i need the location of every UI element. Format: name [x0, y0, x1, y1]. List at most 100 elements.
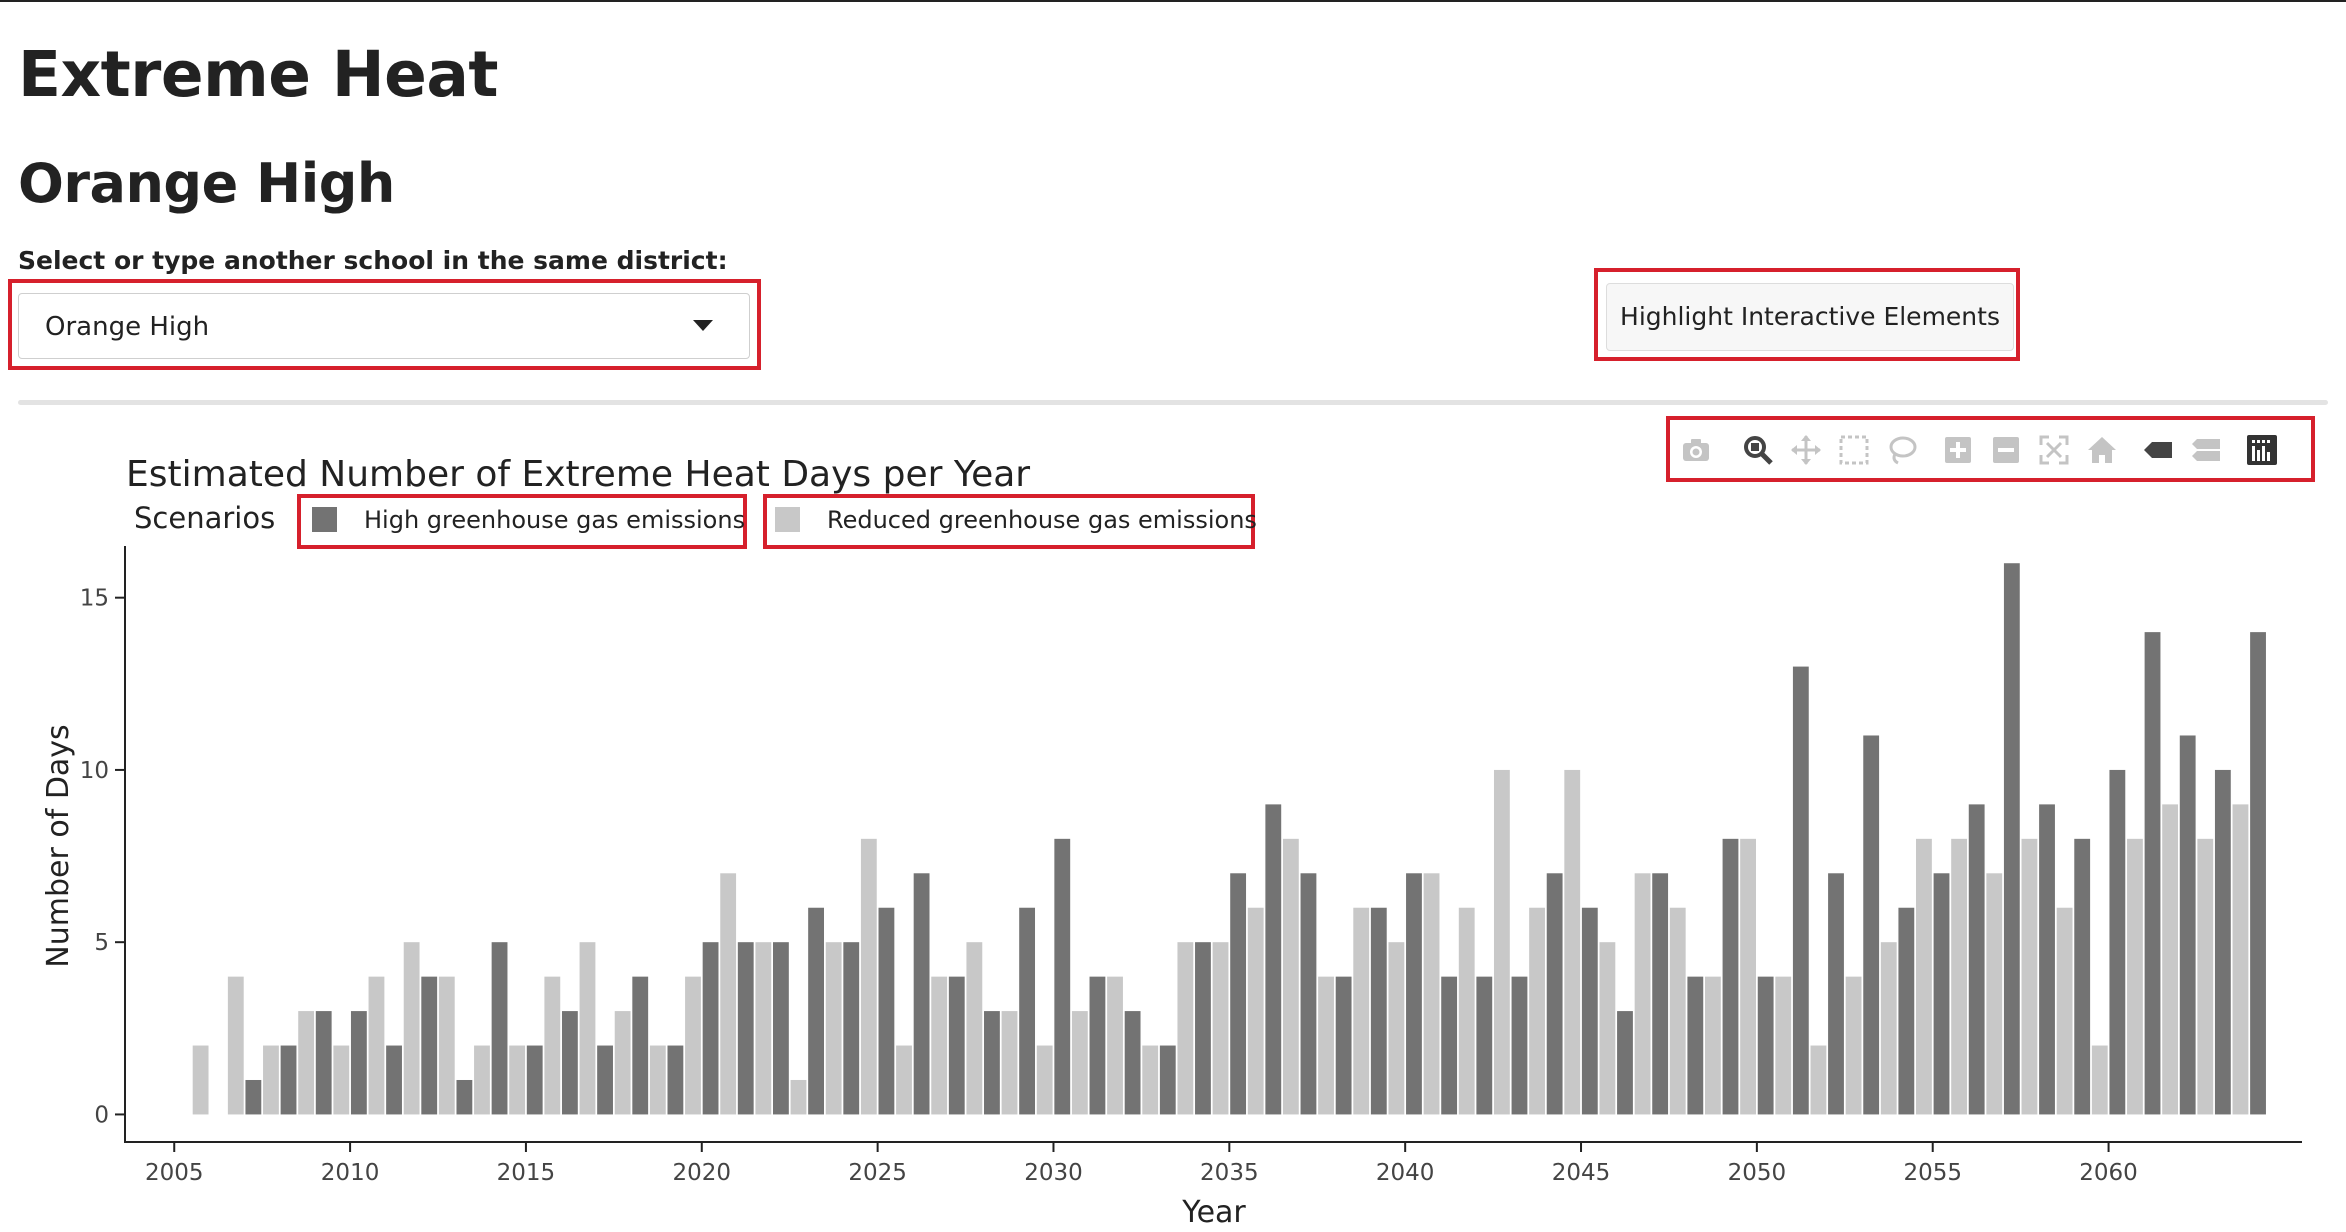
bar-reduced-2009[interactable] — [298, 1011, 315, 1115]
bar-reduced-2047[interactable] — [1634, 873, 1651, 1115]
bar-reduced-2046[interactable] — [1599, 942, 1616, 1115]
bar-high-2036[interactable] — [1265, 804, 1282, 1115]
bar-high-2053[interactable] — [1863, 735, 1880, 1115]
bar-high-2012[interactable] — [421, 976, 438, 1115]
bar-high-2042[interactable] — [1476, 976, 1493, 1115]
bar-reduced-2026[interactable] — [896, 1045, 912, 1115]
bar-high-2013[interactable] — [456, 1079, 473, 1115]
school-select-dropdown[interactable]: Orange High — [18, 293, 750, 359]
bar-high-2016[interactable] — [561, 1011, 578, 1115]
bar-high-2063[interactable] — [2214, 769, 2231, 1115]
highlight-interactive-elements-button[interactable]: Highlight Interactive Elements — [1606, 283, 2014, 351]
bar-high-2015[interactable] — [526, 1045, 543, 1115]
hover-compare-icon[interactable] — [2190, 434, 2222, 466]
bar-high-2043[interactable] — [1511, 976, 1528, 1115]
zoom-out-icon[interactable] — [1990, 434, 2022, 466]
camera-icon[interactable] — [1680, 434, 1712, 466]
bar-high-2035[interactable] — [1230, 873, 1247, 1115]
legend-item-high[interactable]: High greenhouse gas emissions — [312, 506, 745, 534]
bar-reduced-2042[interactable] — [1458, 907, 1475, 1115]
bar-reduced-2032[interactable] — [1107, 976, 1123, 1115]
bar-high-2025[interactable] — [878, 907, 895, 1115]
bar-high-2020[interactable] — [702, 942, 719, 1115]
bar-reduced-2040[interactable] — [1388, 942, 1405, 1115]
bar-reduced-2018[interactable] — [614, 1011, 631, 1115]
bar-high-2022[interactable] — [773, 942, 789, 1115]
bar-reduced-2012[interactable] — [403, 942, 420, 1115]
autoscale-icon[interactable] — [2038, 434, 2070, 466]
bar-high-2032[interactable] — [1124, 1011, 1141, 1115]
bar-reduced-2011[interactable] — [368, 976, 385, 1115]
bar-high-2057[interactable] — [2003, 563, 2020, 1115]
bar-high-2007[interactable] — [245, 1079, 262, 1115]
bar-high-2051[interactable] — [1792, 666, 1809, 1115]
bar-high-2030[interactable] — [1054, 838, 1071, 1115]
hover-closest-icon[interactable] — [2142, 434, 2174, 466]
bar-reduced-2038[interactable] — [1318, 976, 1334, 1115]
zoom-in-icon[interactable] — [1942, 434, 1974, 466]
bar-high-2010[interactable] — [350, 1011, 367, 1115]
bar-high-2034[interactable] — [1195, 942, 1211, 1115]
bar-high-2060[interactable] — [2109, 769, 2126, 1115]
bar-reduced-2045[interactable] — [1564, 769, 1581, 1115]
bar-reduced-2062[interactable] — [2162, 804, 2179, 1115]
bar-high-2062[interactable] — [2179, 735, 2196, 1115]
chevron-down-icon[interactable] — [693, 320, 713, 331]
bar-reduced-2043[interactable] — [1493, 769, 1510, 1115]
bar-high-2059[interactable] — [2074, 838, 2091, 1115]
bar-reduced-2061[interactable] — [2127, 838, 2143, 1115]
bar-high-2008[interactable] — [280, 1045, 297, 1115]
bar-reduced-2037[interactable] — [1282, 838, 1299, 1115]
bar-high-2021[interactable] — [737, 942, 754, 1115]
bar-reduced-2051[interactable] — [1775, 976, 1792, 1115]
bar-high-2011[interactable] — [386, 1045, 402, 1115]
bar-reduced-2052[interactable] — [1810, 1045, 1827, 1115]
bar-reduced-2019[interactable] — [649, 1045, 666, 1115]
bar-reduced-2048[interactable] — [1669, 907, 1686, 1115]
box-select-icon[interactable] — [1838, 434, 1870, 466]
bar-high-2018[interactable] — [632, 976, 649, 1115]
bar-reduced-2031[interactable] — [1071, 1011, 1088, 1115]
bar-high-2037[interactable] — [1300, 873, 1317, 1115]
bar-high-2046[interactable] — [1617, 1011, 1633, 1115]
bar-high-2029[interactable] — [1019, 907, 1036, 1115]
bar-reduced-2034[interactable] — [1177, 942, 1194, 1115]
bar-reduced-2025[interactable] — [860, 838, 877, 1115]
bar-high-2049[interactable] — [1722, 838, 1739, 1115]
bar-reduced-2033[interactable] — [1142, 1045, 1159, 1115]
bar-reduced-2053[interactable] — [1845, 976, 1862, 1115]
bar-high-2009[interactable] — [315, 1011, 332, 1115]
bar-high-2040[interactable] — [1406, 873, 1422, 1115]
bar-high-2058[interactable] — [2039, 804, 2055, 1115]
bar-reduced-2036[interactable] — [1247, 907, 1264, 1115]
bar-reduced-2021[interactable] — [720, 873, 737, 1115]
bar-reduced-2058[interactable] — [2021, 838, 2038, 1115]
bar-reduced-2064[interactable] — [2232, 804, 2249, 1115]
bar-reduced-2016[interactable] — [544, 976, 561, 1115]
bar-high-2048[interactable] — [1687, 976, 1704, 1115]
bar-high-2039[interactable] — [1370, 907, 1387, 1115]
reset-axes-icon[interactable] — [2086, 434, 2118, 466]
bar-high-2061[interactable] — [2144, 632, 2161, 1115]
bar-high-2052[interactable] — [1828, 873, 1844, 1115]
bar-high-2031[interactable] — [1089, 976, 1106, 1115]
legend-item-reduced[interactable]: Reduced greenhouse gas emissions — [775, 506, 1257, 534]
bar-reduced-2006[interactable] — [192, 1045, 209, 1115]
bar-high-2050[interactable] — [1757, 976, 1774, 1115]
zoom-icon[interactable] — [1742, 434, 1774, 466]
bar-reduced-2027[interactable] — [931, 976, 948, 1115]
bar-reduced-2049[interactable] — [1704, 976, 1721, 1115]
plotly-logo-icon[interactable] — [2246, 434, 2278, 466]
bar-reduced-2015[interactable] — [509, 1045, 526, 1115]
bar-reduced-2029[interactable] — [1001, 1011, 1018, 1115]
bar-high-2041[interactable] — [1441, 976, 1458, 1115]
bar-reduced-2060[interactable] — [2091, 1045, 2108, 1115]
bar-reduced-2017[interactable] — [579, 942, 596, 1115]
bar-reduced-2054[interactable] — [1880, 942, 1897, 1115]
bar-high-2024[interactable] — [843, 942, 860, 1115]
bar-high-2047[interactable] — [1652, 873, 1669, 1115]
bar-reduced-2023[interactable] — [790, 1079, 807, 1115]
bar-reduced-2022[interactable] — [755, 942, 772, 1115]
bar-high-2014[interactable] — [491, 942, 508, 1115]
bar-reduced-2063[interactable] — [2197, 838, 2214, 1115]
